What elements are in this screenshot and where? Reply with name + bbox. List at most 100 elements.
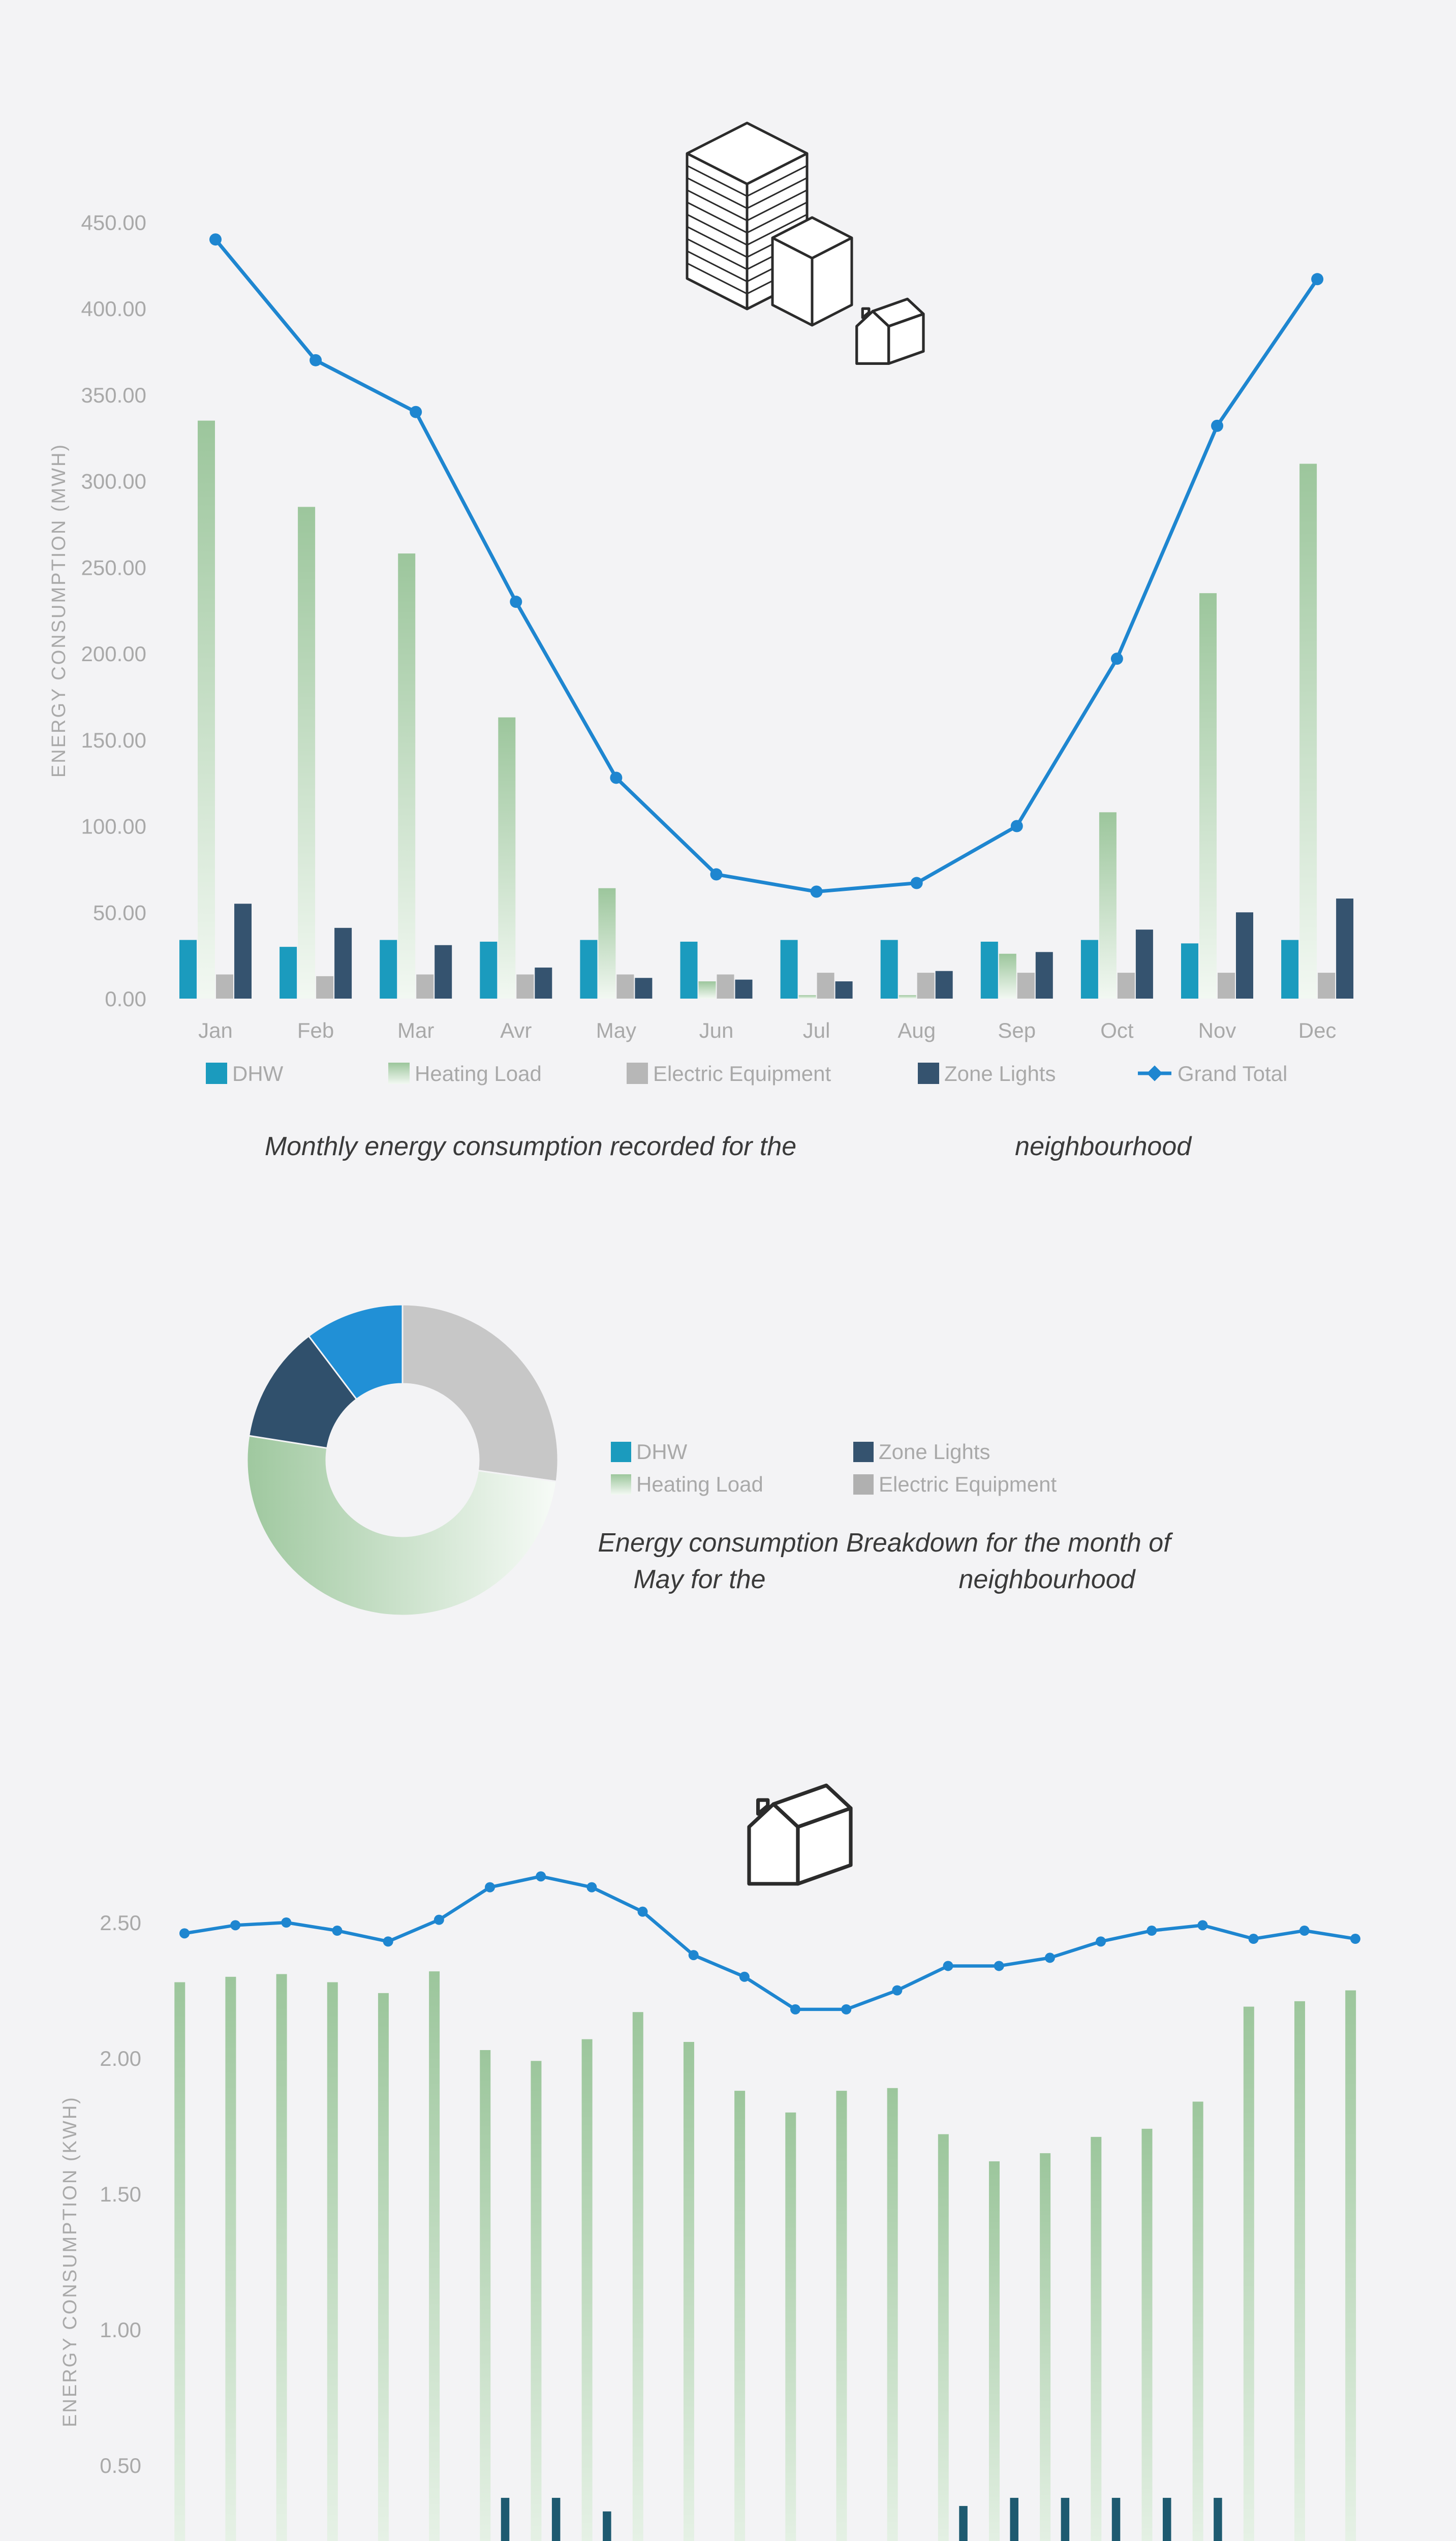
bar-Heating Load-Feb bbox=[298, 507, 316, 999]
grand-total-point-13:00 bbox=[790, 2004, 801, 2015]
legend-swatch bbox=[853, 1474, 874, 1495]
donut-caption-neighbourhood: neighbourhood bbox=[958, 1565, 1135, 1594]
bar-Zone Lights-09:00 bbox=[603, 2511, 611, 2541]
bar-Heating Load-Jan bbox=[198, 420, 215, 999]
grand-total-point-Jul bbox=[810, 885, 823, 898]
bar-Heating Load-07:00 bbox=[480, 2050, 491, 2541]
bar-DHW-May bbox=[580, 940, 598, 999]
grand-total-point-Feb bbox=[309, 354, 322, 366]
x-tick-label: Jan bbox=[198, 1018, 233, 1042]
grand-total-point-09:00 bbox=[586, 1882, 597, 1893]
grand-total-point-14:00 bbox=[841, 2004, 852, 2015]
grand-total-point-Sep bbox=[1010, 820, 1023, 832]
bar-DHW-Jan bbox=[179, 940, 197, 999]
y-axis-title: ENERGY CONSUMPTION (MWH) bbox=[48, 443, 70, 778]
legend-label: Electric Equipment bbox=[879, 1472, 1057, 1496]
grand-total-point-May bbox=[610, 771, 623, 784]
monthly-caption-left: Monthly energy consumption recorded for … bbox=[264, 1132, 797, 1161]
bar-Zone Lights-18:00 bbox=[1061, 2498, 1070, 2541]
mid-box-edges bbox=[771, 236, 853, 325]
grand-total-point-08:00 bbox=[536, 1871, 546, 1882]
bar-Heating Load-11:00 bbox=[683, 2041, 694, 2541]
grand-total-point-10:00 bbox=[637, 1906, 648, 1917]
bar-DHW-Oct bbox=[1080, 940, 1098, 999]
y-tick-label: 200.00 bbox=[81, 642, 146, 666]
buildings-icon bbox=[686, 121, 925, 365]
bar-Zone Lights-Jul bbox=[835, 981, 853, 999]
grand-total-point-07:00 bbox=[485, 1882, 495, 1893]
bar-DHW-Sep bbox=[980, 941, 998, 999]
bar-Heating Load-05:00 bbox=[378, 1993, 389, 2541]
house-icon bbox=[747, 1783, 853, 1886]
bar-Zone Lights-07:00 bbox=[501, 2498, 510, 2541]
legend-label: Zone Lights bbox=[944, 1062, 1056, 1086]
x-tick-label: Jun bbox=[699, 1018, 734, 1042]
legend-label: Grand Total bbox=[1178, 1062, 1287, 1086]
bar-Heating Load-May bbox=[598, 888, 616, 999]
legend-swatch bbox=[388, 1063, 410, 1084]
bar-Electric Equipment-Aug bbox=[917, 973, 935, 999]
bar-Heating Load-Dec bbox=[1299, 463, 1317, 999]
bar-Heating Load-14:00 bbox=[836, 2091, 847, 2541]
x-tick-label: Mar bbox=[397, 1018, 434, 1042]
grand-total-point-05:00 bbox=[383, 1936, 393, 1947]
bar-DHW-Feb bbox=[280, 947, 297, 999]
y-tick-label: 0.50 bbox=[100, 2454, 141, 2477]
bar-Heating Load-12:00 bbox=[734, 2091, 746, 2541]
bar-Heating Load-00:00 bbox=[1345, 1990, 1356, 2541]
bar-Electric Equipment-Oct bbox=[1117, 973, 1135, 999]
x-tick-label: Oct bbox=[1100, 1018, 1134, 1042]
bar-Zone Lights-Nov bbox=[1236, 912, 1253, 999]
bar-Heating Load-18:00 bbox=[1040, 2153, 1051, 2541]
legend-label: Electric Equipment bbox=[653, 1062, 831, 1086]
bar-Heating Load-04:00 bbox=[327, 1982, 338, 2541]
bar-Heating Load-Avr bbox=[498, 717, 516, 999]
bar-Heating Load-16:00 bbox=[938, 2134, 949, 2541]
bar-Heating Load-06:00 bbox=[429, 1971, 440, 2541]
bar-Zone Lights-21:00 bbox=[1214, 2498, 1222, 2541]
grand-total-point-00:00 bbox=[1350, 1934, 1360, 1944]
y-tick-label: 350.00 bbox=[81, 383, 146, 407]
donut-slice-Heating Load bbox=[246, 1435, 557, 1617]
bar-Heating Load-08:00 bbox=[531, 2061, 542, 2541]
small-house bbox=[855, 297, 925, 365]
bar-Heating Load-09:00 bbox=[581, 2039, 593, 2541]
legend-label: DHW bbox=[636, 1440, 688, 1464]
bar-Heating Load-03:00 bbox=[276, 1974, 287, 2541]
legend-label: Heating Load bbox=[415, 1062, 542, 1086]
bar-Zone Lights-Sep bbox=[1035, 952, 1053, 999]
bar-Zone Lights-Avr bbox=[535, 967, 552, 999]
bar-Heating Load-13:00 bbox=[785, 2112, 796, 2541]
grand-total-point-22:00 bbox=[1248, 1934, 1259, 1944]
bar-Electric Equipment-Jun bbox=[717, 974, 734, 999]
grand-total-point-18:00 bbox=[1044, 1953, 1055, 1963]
y-tick-label: 1.00 bbox=[100, 2318, 141, 2342]
legend-swatch bbox=[918, 1063, 939, 1084]
grand-total-point-Dec bbox=[1311, 273, 1324, 286]
bar-Electric Equipment-Feb bbox=[316, 976, 334, 999]
grand-total-point-Jun bbox=[710, 868, 723, 881]
x-tick-label: Sep bbox=[998, 1018, 1036, 1042]
bar-Heating Load-Oct bbox=[1099, 812, 1117, 999]
bar-Zone Lights-19:00 bbox=[1111, 2498, 1121, 2541]
y-tick-label: 150.00 bbox=[81, 728, 146, 752]
bar-Electric Equipment-May bbox=[616, 974, 634, 999]
bar-Zone Lights-May bbox=[635, 978, 653, 999]
grand-total-point-12:00 bbox=[739, 1971, 750, 1982]
grand-total-point-Aug bbox=[910, 877, 923, 889]
bar-Electric Equipment-Dec bbox=[1318, 973, 1336, 999]
legend-line-marker bbox=[1147, 1065, 1163, 1081]
bar-Heating Load-22:00 bbox=[1243, 2006, 1254, 2541]
y-tick-label: 50.00 bbox=[93, 901, 146, 924]
y-tick-label: 2.00 bbox=[100, 2047, 141, 2070]
grand-total-point-19:00 bbox=[1096, 1936, 1106, 1947]
y-tick-label: 300.00 bbox=[81, 470, 146, 493]
grand-total-line bbox=[214, 238, 1319, 894]
bar-DHW-Avr bbox=[480, 941, 498, 999]
x-tick-label: Jul bbox=[803, 1018, 830, 1042]
bar-Heating Load-15:00 bbox=[887, 2088, 898, 2541]
y-tick-label: 1.50 bbox=[100, 2182, 141, 2206]
bar-Heating Load-01:00 bbox=[174, 1982, 185, 2541]
